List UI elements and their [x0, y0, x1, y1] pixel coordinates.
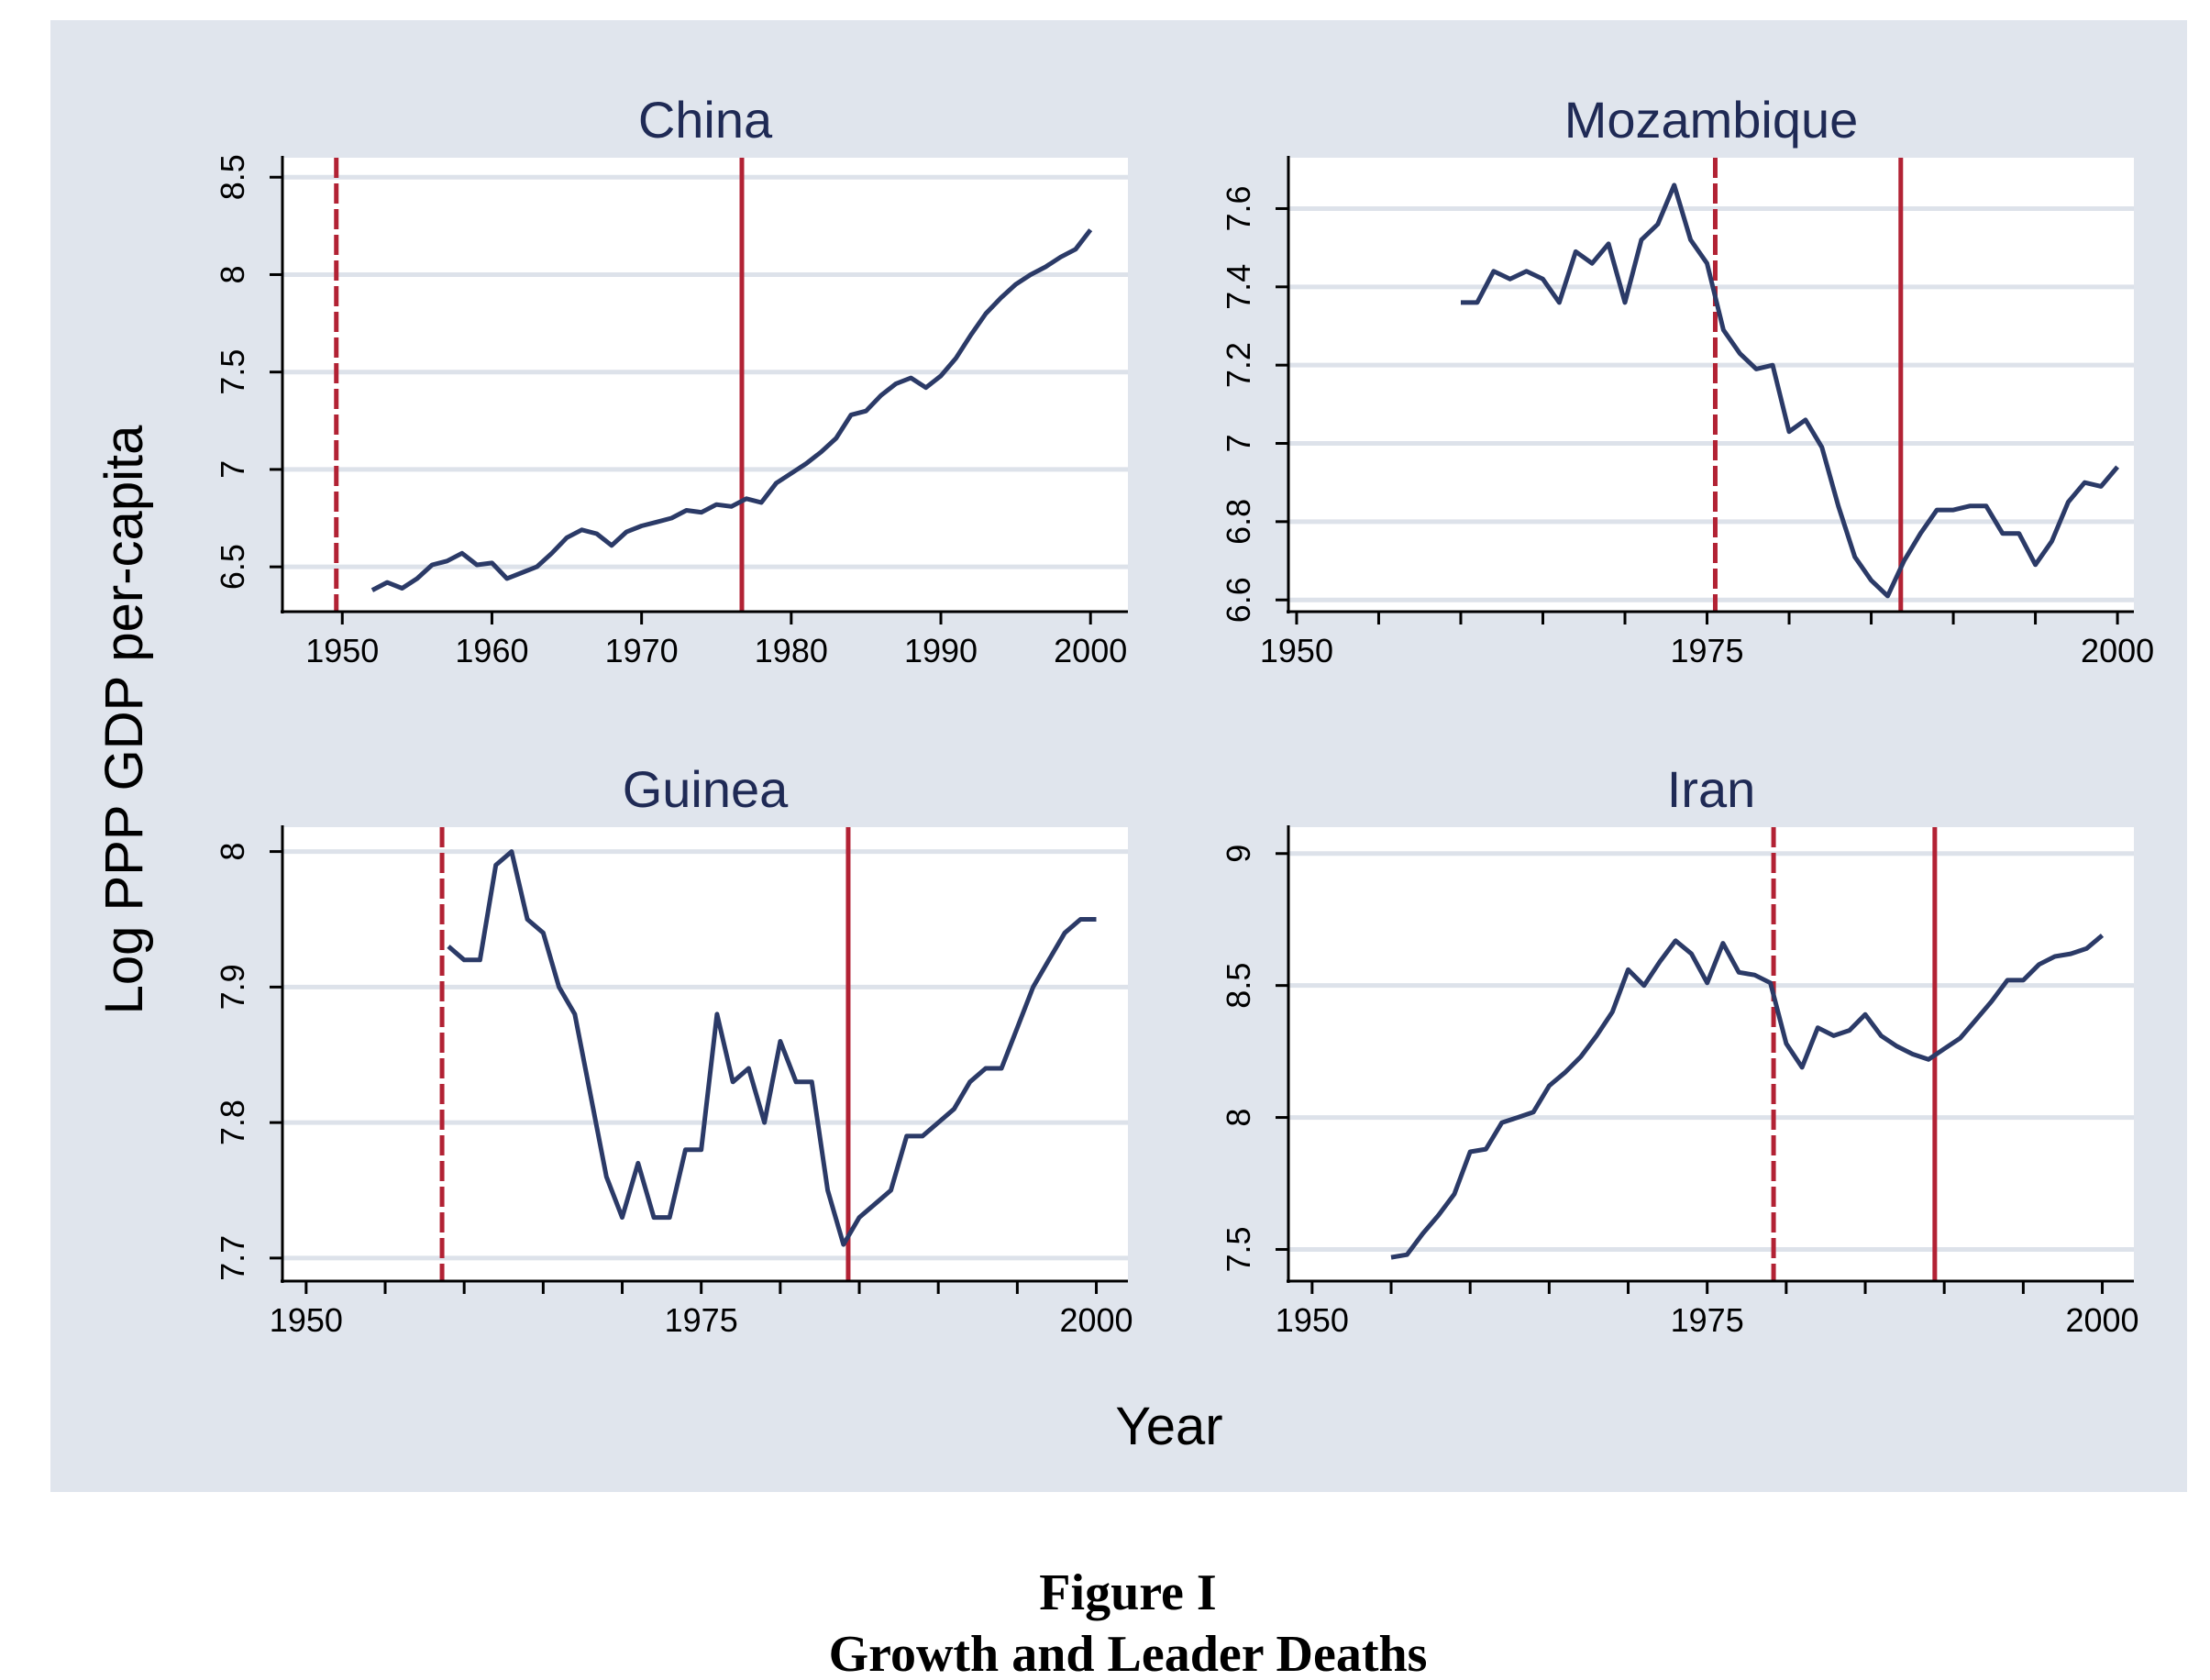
x-tick-label: 1950 — [1260, 632, 1333, 669]
leader-death-lines — [334, 158, 745, 612]
y-tick-label: 7.5 — [214, 349, 251, 395]
axes — [281, 825, 1128, 1283]
y-tick-label: 8.5 — [1220, 963, 1257, 1009]
x-tick-label: 1975 — [665, 1301, 738, 1339]
y-tick-label: 6.5 — [214, 544, 251, 590]
plot-area — [282, 158, 1128, 612]
gridlines — [282, 174, 1128, 569]
panel-title: Iran — [1667, 760, 1756, 818]
plot-area — [282, 827, 1128, 1281]
x-tick-label: 1950 — [270, 1301, 343, 1339]
ticks: 1950 1975 2000 7.7 7.8 7.9 8 — [214, 843, 1133, 1339]
x-tick-label: 1950 — [1276, 1301, 1349, 1339]
y-tick-label: 7.5 — [1220, 1226, 1257, 1272]
y-tick-label: 8 — [214, 843, 251, 861]
panel-title: Guinea — [623, 760, 789, 818]
panel-mozambique: 1950 1975 2000 6.6 6.8 7 7.2 7.4 7.6 Mozambique — [1220, 91, 2154, 669]
x-axis-title: Year — [1115, 1397, 1222, 1456]
x-tick-label: 1975 — [1671, 1301, 1744, 1339]
series-lines — [370, 228, 1093, 592]
series-line — [1461, 182, 2120, 599]
y-tick-label: 7.6 — [1220, 185, 1257, 231]
x-tick-label: 2000 — [2081, 632, 2154, 669]
series-lines — [1461, 182, 2120, 599]
axes — [1287, 156, 2134, 613]
x-tick-label: 1970 — [605, 632, 679, 669]
plot-area — [1288, 158, 2134, 612]
x-tick-label: 1980 — [755, 632, 828, 669]
series-line — [370, 228, 1093, 592]
leader-death-lines — [1712, 158, 1904, 612]
panel-guinea: 1950 1975 2000 7.7 7.8 7.9 8 Guinea — [214, 760, 1133, 1339]
y-tick-label: 8.5 — [214, 154, 251, 200]
series-lines — [447, 849, 1097, 1247]
plot-area — [1288, 827, 2134, 1281]
figure-caption-title: Growth and Leader Deaths — [829, 1626, 1428, 1680]
panel-iran: 1950 1975 2000 7.5 8 8.5 9 Iran — [1220, 760, 2139, 1339]
y-tick-label: 7.8 — [214, 1100, 251, 1145]
x-tick-label: 2000 — [1054, 632, 1127, 669]
ticks: 1950 1960 1970 1980 1990 2000 6.5 7 7.5 8 8.5 — [214, 154, 1127, 669]
panel-title: Mozambique — [1564, 91, 1859, 149]
panel-china: 1950 1960 1970 1980 1990 2000 6.5 7 7.5 8 8.5 Chin… — [214, 91, 1128, 669]
x-tick-label: 1960 — [455, 632, 528, 669]
y-tick-label: 6.6 — [1220, 577, 1257, 623]
panel-title: China — [638, 91, 773, 149]
gridlines — [1288, 851, 2134, 1252]
y-tick-label: 8 — [1220, 1109, 1257, 1127]
y-tick-label: 8 — [214, 265, 251, 283]
x-tick-label: 1975 — [1670, 632, 1743, 669]
axes — [1287, 825, 2134, 1283]
y-axis-title: Log PPP GDP per-capita — [94, 425, 154, 1014]
x-tick-label: 1950 — [305, 632, 379, 669]
y-tick-label: 7.2 — [1220, 342, 1257, 388]
series-line — [1390, 934, 2105, 1260]
y-tick-label: 7 — [214, 460, 251, 479]
ticks: 1950 1975 2000 7.5 8 8.5 9 — [1220, 845, 2139, 1339]
x-tick-label: 2000 — [1059, 1301, 1133, 1339]
x-tick-label: 2000 — [2065, 1301, 2138, 1339]
series-lines — [1390, 934, 2105, 1260]
series-line — [447, 849, 1097, 1247]
ticks: 1950 1975 2000 6.6 6.8 7 7.2 7.4 7.6 — [1220, 185, 2154, 669]
y-tick-label: 7 — [1220, 434, 1257, 452]
x-tick-label: 1990 — [904, 632, 978, 669]
y-tick-label: 6.8 — [1220, 499, 1257, 545]
figure-caption-label: Figure I — [1039, 1564, 1216, 1621]
axes — [281, 156, 1128, 613]
y-tick-label: 7.4 — [1220, 264, 1257, 310]
y-tick-label: 7.7 — [214, 1235, 251, 1281]
leader-death-lines — [439, 827, 851, 1281]
y-tick-label: 7.9 — [214, 964, 251, 1010]
y-tick-label: 9 — [1220, 845, 1257, 863]
